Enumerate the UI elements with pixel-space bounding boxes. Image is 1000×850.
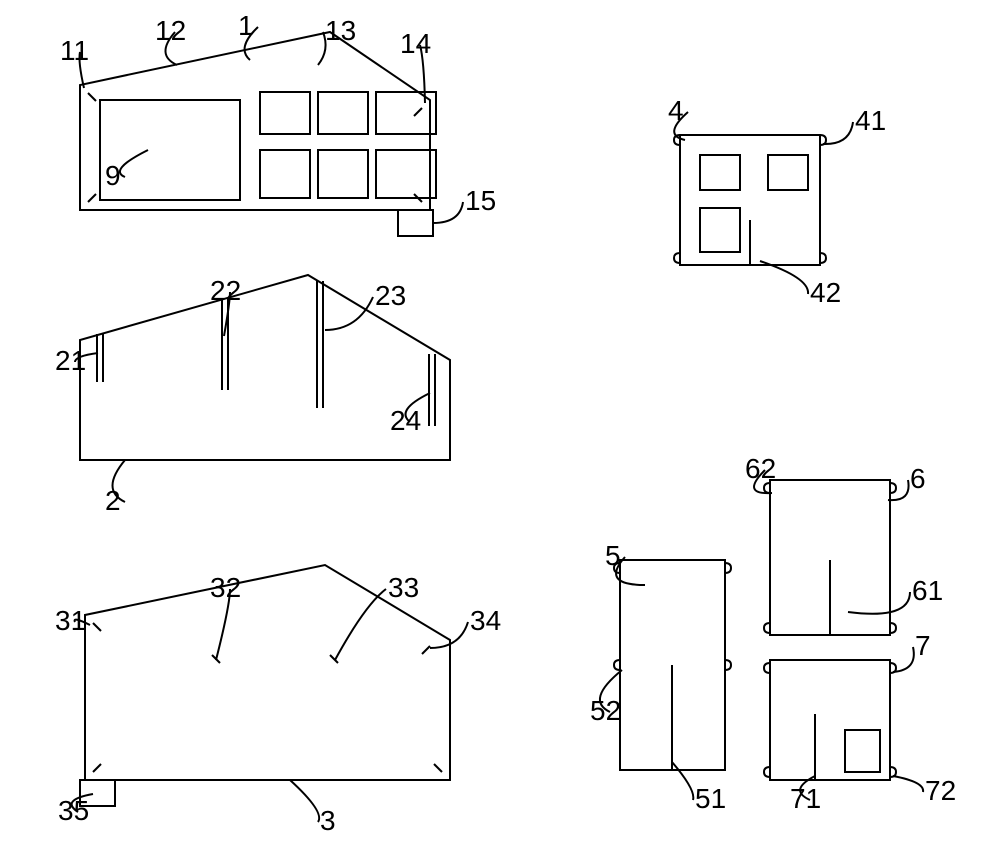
- label-31: 31: [55, 605, 86, 636]
- leader-41: [823, 122, 853, 144]
- part-4-window-0: [700, 155, 740, 190]
- leader-15: [433, 202, 463, 223]
- label-2: 2: [105, 485, 121, 516]
- label-5: 5: [605, 540, 621, 571]
- label-62: 62: [745, 453, 776, 484]
- label-51: 51: [695, 783, 726, 814]
- part-4-window-2: [700, 208, 740, 252]
- part-4-window-1: [768, 155, 808, 190]
- label-23: 23: [375, 280, 406, 311]
- part-3-mark-1: [434, 764, 442, 772]
- label-3: 3: [320, 805, 336, 836]
- part-1-window-6: [376, 150, 436, 198]
- leader-51: [672, 762, 693, 800]
- label-24: 24: [390, 405, 421, 436]
- label-21: 21: [55, 345, 86, 376]
- part-7-outline: [770, 660, 890, 780]
- label-32: 32: [210, 572, 241, 603]
- leader-34: [430, 622, 468, 648]
- part-1-window-5: [318, 150, 368, 198]
- label-14: 14: [400, 28, 431, 59]
- part-1-window-2: [318, 92, 368, 134]
- label-42: 42: [810, 277, 841, 308]
- label-1: 1: [238, 10, 254, 41]
- label-34: 34: [470, 605, 501, 636]
- label-6: 6: [910, 463, 926, 494]
- label-11: 11: [60, 35, 89, 66]
- label-41: 41: [855, 105, 886, 136]
- label-12: 12: [155, 15, 186, 46]
- label-13: 13: [325, 15, 356, 46]
- label-72: 72: [925, 775, 956, 806]
- part-1-outline: [80, 32, 430, 210]
- label-35: 35: [58, 795, 89, 826]
- label-15: 15: [465, 185, 496, 216]
- leader-9: [120, 150, 148, 177]
- leader-72: [893, 776, 923, 792]
- label-7: 7: [915, 630, 931, 661]
- label-33: 33: [388, 572, 419, 603]
- leader-23: [325, 297, 373, 330]
- label-61: 61: [912, 575, 943, 606]
- label-4: 4: [668, 95, 684, 126]
- part-3-mark-0: [93, 764, 101, 772]
- label-52: 52: [590, 695, 621, 726]
- part-1-mark-3: [414, 108, 422, 116]
- part-1-mark-2: [88, 93, 96, 101]
- label-9: 9: [105, 160, 121, 191]
- leader-33: [335, 589, 386, 660]
- part-1-tab: [398, 210, 433, 236]
- part-7-window: [845, 730, 880, 772]
- label-22: 22: [210, 275, 241, 306]
- leader-3: [290, 780, 319, 822]
- part-1-window-0: [100, 100, 240, 200]
- part-1-window-4: [260, 150, 310, 198]
- leader-61: [848, 592, 910, 614]
- part-1-mark-0: [88, 194, 96, 202]
- part-1-window-1: [260, 92, 310, 134]
- part-3-mark-4: [422, 646, 430, 654]
- part-3-mark-5: [93, 623, 101, 631]
- label-71: 71: [790, 783, 821, 814]
